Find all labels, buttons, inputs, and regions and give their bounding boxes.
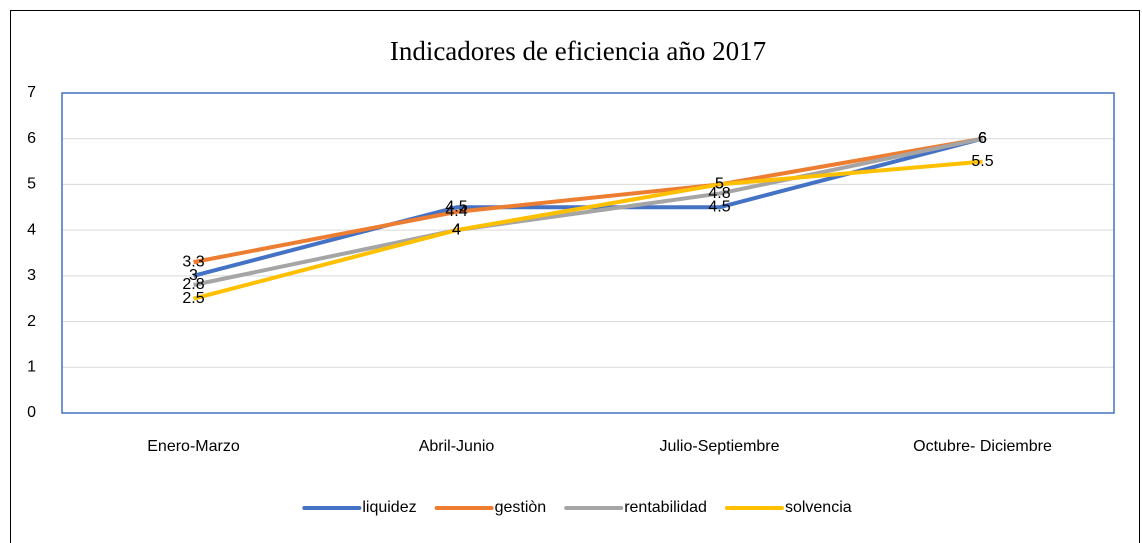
data-label: 4 <box>452 221 461 238</box>
data-label: 4.5 <box>445 199 467 216</box>
legend-label: gestiòn <box>495 499 547 516</box>
x-tick-label: Abril-Junio <box>419 438 495 455</box>
x-tick-label: Julio-Septiembre <box>659 438 779 455</box>
y-tick-label: 6 <box>27 130 36 147</box>
data-label: 4 <box>452 221 461 238</box>
data-label: 2.5 <box>182 290 204 307</box>
data-label: 6 <box>978 130 987 147</box>
data-label: 6 <box>978 130 987 147</box>
data-label: 6 <box>978 130 987 147</box>
y-tick-label: 3 <box>27 267 36 284</box>
data-label: 3 <box>189 267 198 284</box>
data-label: 4.4 <box>445 203 467 220</box>
data-label: 5 <box>715 176 724 193</box>
y-tick-label: 2 <box>27 313 36 330</box>
legend-label: solvencia <box>785 499 852 516</box>
line-series <box>193 136 983 265</box>
legend-label: liquidez <box>362 499 416 516</box>
data-label: 5.5 <box>971 153 993 170</box>
y-tick-label: 5 <box>27 176 36 193</box>
data-label: 2.8 <box>182 276 204 293</box>
data-label: 4.8 <box>708 185 730 202</box>
plot-border <box>61 92 1115 414</box>
data-label: 3.3 <box>182 253 204 270</box>
legend-label: rentabilidad <box>624 499 707 516</box>
y-tick-label: 1 <box>27 359 36 376</box>
y-tick-label: 4 <box>27 221 36 238</box>
x-tick-label: Octubre- Diciembre <box>913 438 1052 455</box>
data-label: 4.5 <box>708 199 730 216</box>
chart-title: Indicadores de eficiencia año 2017 <box>390 36 766 66</box>
data-label: 5 <box>715 176 724 193</box>
chart-border <box>10 10 1140 543</box>
line-series <box>193 136 983 287</box>
y-tick-label: 7 <box>27 84 36 101</box>
y-tick-label: 0 <box>27 404 36 421</box>
x-tick-label: Enero-Marzo <box>147 438 240 455</box>
line-series <box>192 159 983 301</box>
